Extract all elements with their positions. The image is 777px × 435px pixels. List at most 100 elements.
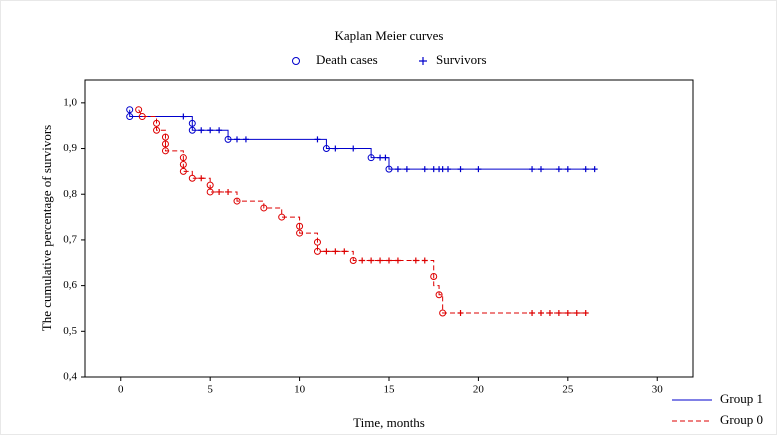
death-marker — [153, 119, 161, 127]
survivor-marker — [323, 248, 330, 255]
survivor-marker — [582, 310, 589, 317]
death-marker — [349, 256, 357, 264]
survivor-marker — [546, 310, 553, 317]
legend-survivor-symbol — [419, 57, 427, 65]
survivor-marker — [359, 257, 366, 264]
death-marker — [179, 161, 187, 169]
survivor-marker — [377, 154, 384, 161]
death-marker — [188, 126, 196, 134]
y-tick-label: 0,9 — [63, 142, 77, 154]
survivor-marker — [457, 166, 464, 173]
survivor-marker — [412, 257, 419, 264]
x-tick-label: 15 — [384, 384, 396, 396]
survivor-marker — [421, 166, 428, 173]
x-tick-label: 0 — [118, 384, 124, 396]
death-marker — [188, 119, 196, 127]
y-tick-label: 0,4 — [63, 371, 77, 383]
death-marker — [430, 272, 438, 280]
survivor-marker — [475, 166, 482, 173]
death-marker — [135, 106, 143, 114]
survivor-marker — [242, 136, 249, 143]
survivor-marker — [216, 127, 223, 134]
death-marker — [224, 135, 232, 143]
death-marker — [385, 165, 393, 173]
death-marker — [278, 213, 286, 221]
death-marker — [153, 126, 161, 134]
death-marker — [138, 113, 146, 121]
death-marker — [161, 147, 169, 155]
y-tick-label: 0,6 — [63, 279, 77, 291]
legend-label: Group 1 — [720, 391, 763, 406]
death-marker — [126, 113, 134, 121]
y-tick-label: 0,7 — [63, 233, 77, 245]
survivor-marker — [341, 248, 348, 255]
survivor-marker — [564, 166, 571, 173]
survival-curve — [138, 109, 586, 314]
survivor-marker — [445, 166, 452, 173]
survivor-marker — [350, 145, 357, 152]
death-marker — [313, 247, 321, 255]
death-marker — [233, 197, 241, 205]
death-marker — [435, 291, 443, 299]
survivor-marker — [582, 166, 589, 173]
y-tick-label: 0,5 — [63, 325, 77, 337]
survivor-marker — [180, 113, 187, 120]
legend-label: Death cases — [316, 52, 378, 67]
survivor-marker — [332, 145, 339, 152]
y-tick-label: 1,0 — [63, 96, 77, 108]
death-marker — [188, 174, 196, 182]
x-tick-label: 30 — [652, 384, 664, 396]
chart-title: Kaplan Meier curves — [334, 28, 443, 43]
y-tick-label: 0,8 — [63, 188, 77, 200]
survivor-marker — [591, 166, 598, 173]
survivor-marker — [421, 257, 428, 264]
x-tick-label: 25 — [562, 384, 574, 396]
survivor-marker — [198, 175, 205, 182]
survivor-marker — [439, 166, 446, 173]
death-marker — [179, 167, 187, 175]
x-tick-label: 20 — [473, 384, 485, 396]
survivor-marker — [555, 310, 562, 317]
death-marker — [206, 181, 214, 189]
death-marker — [439, 309, 447, 317]
survivor-marker — [564, 310, 571, 317]
death-marker — [322, 145, 330, 153]
survivor-marker — [198, 127, 205, 134]
survivor-marker — [394, 257, 401, 264]
survivor-marker — [225, 188, 232, 195]
survivor-marker — [377, 257, 384, 264]
survivor-marker — [394, 166, 401, 173]
survivor-marker — [216, 188, 223, 195]
survivor-marker — [368, 257, 375, 264]
survivor-marker — [529, 166, 536, 173]
death-marker — [313, 238, 321, 246]
x-axis-label: Time, months — [353, 415, 425, 430]
death-marker — [161, 140, 169, 148]
survivor-marker — [430, 166, 437, 173]
legend-label: Survivors — [436, 52, 487, 67]
survivor-marker — [314, 136, 321, 143]
death-marker — [260, 204, 268, 212]
y-axis-label: The cumulative percentage of survivors — [39, 125, 54, 331]
survival-curve — [129, 109, 595, 170]
x-tick-label: 10 — [294, 384, 306, 396]
survivor-marker — [403, 166, 410, 173]
death-marker — [206, 188, 214, 196]
survivor-marker — [382, 154, 389, 161]
survivor-marker — [207, 127, 214, 134]
death-marker — [179, 154, 187, 162]
survivor-marker — [386, 257, 392, 264]
death-marker — [126, 106, 134, 114]
survivor-marker — [332, 248, 339, 255]
survivor-marker — [457, 310, 464, 317]
death-marker — [296, 229, 304, 237]
death-marker — [296, 222, 304, 230]
survivor-marker — [529, 310, 536, 317]
death-marker — [161, 133, 169, 141]
survivor-marker — [538, 166, 544, 173]
death-marker — [367, 154, 375, 162]
legend-death-symbol — [292, 57, 300, 65]
